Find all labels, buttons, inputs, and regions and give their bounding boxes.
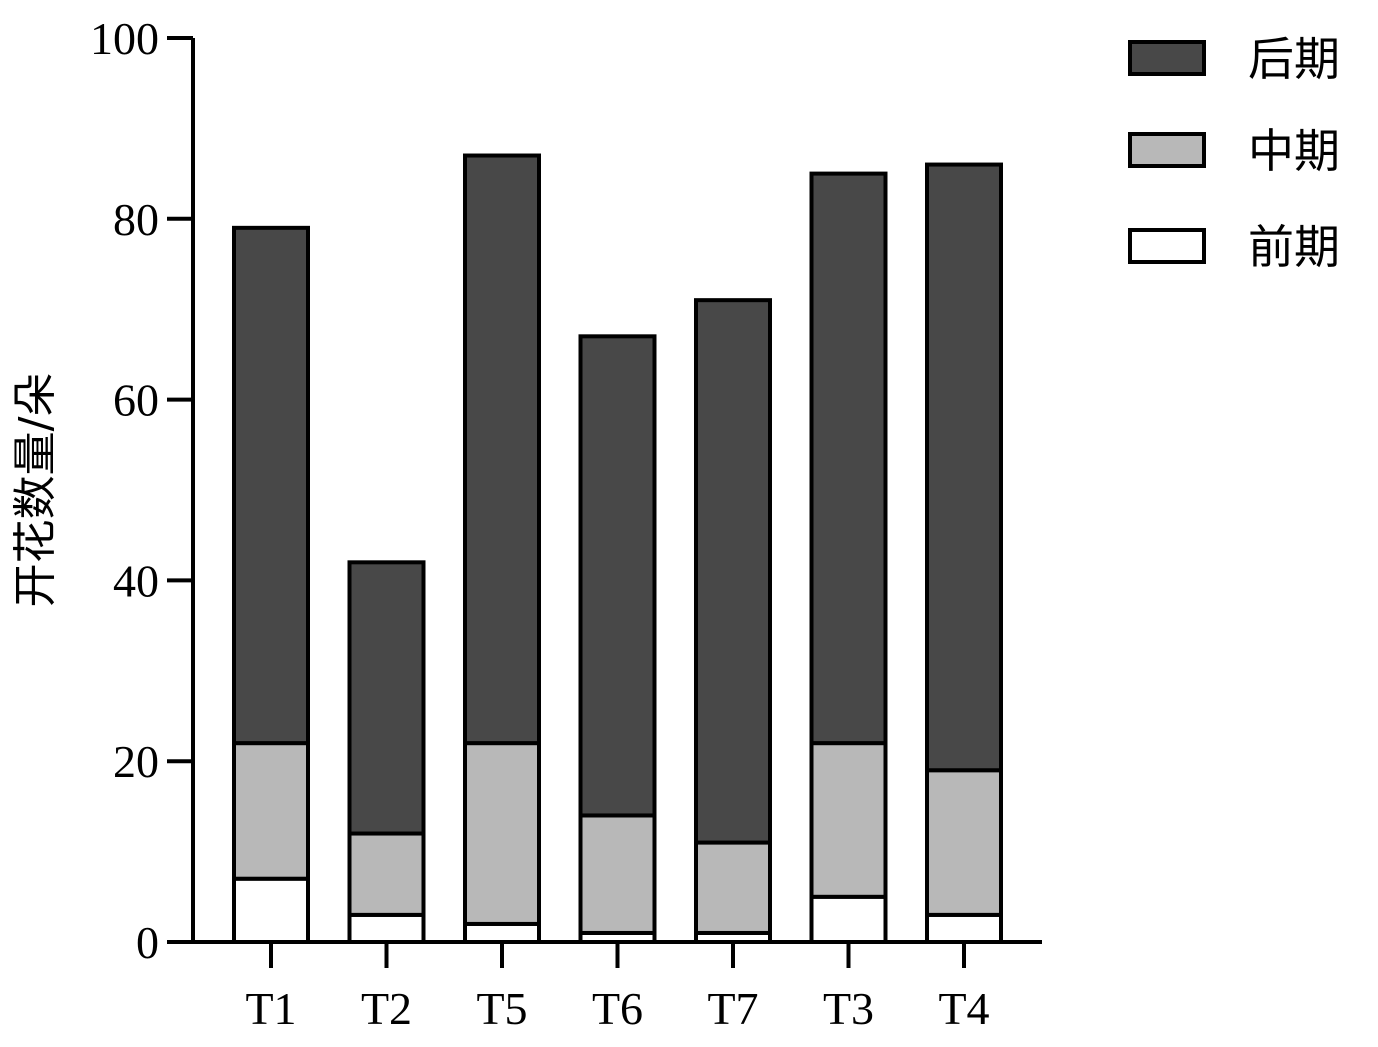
y-tick-label-40: 40 [113,555,159,606]
bar-T3-series-0 [809,894,888,944]
legend-label-1: 中期 [1248,124,1340,178]
x-tick-label-T2: T2 [361,983,412,1034]
bar-T4-series-0 [925,912,1003,945]
bar-T6-series-2 [578,334,657,818]
bar-T2-series-2 [347,560,426,836]
bar-T6-series-1 [578,813,657,935]
x-tick-label-T3: T3 [823,983,874,1034]
bars-group [232,153,1003,945]
x-tick-label-T5: T5 [476,983,527,1034]
bar-T1-series-0 [232,876,310,944]
legend-label-2: 前期 [1248,220,1340,274]
legend-swatch-1 [1128,132,1206,168]
bar-T3-series-1 [809,741,888,899]
bar-T5-series-0 [463,921,541,944]
bar-T4-series-1 [925,768,1003,917]
bar-T4-series-2 [925,162,1003,773]
y-tick-label-60: 60 [113,375,159,426]
bar-T7-series-1 [694,840,772,935]
y-tick-label-20: 20 [113,736,159,787]
bar-T2-series-1 [347,831,426,917]
bar-T5-series-2 [463,153,541,746]
x-tick-label-T6: T6 [592,983,643,1034]
x-tick-label-T1: T1 [245,983,296,1034]
y-tick-label-80: 80 [113,194,159,245]
y-tick-label-100: 100 [90,13,159,64]
bar-T3-series-2 [809,171,888,746]
x-tick-label-T7: T7 [707,983,758,1034]
bar-T2-series-0 [347,912,426,945]
legend-swatch-2 [1128,228,1206,264]
bar-T5-series-1 [463,741,541,926]
x-tick-label-T4: T4 [938,983,989,1034]
legend-swatch-0 [1128,40,1206,76]
y-tick-label-0: 0 [136,917,159,968]
bar-T1-series-2 [232,225,310,746]
bar-T7-series-2 [694,298,772,845]
legend-label-0: 后期 [1248,32,1340,86]
axes-group: 0 20 40 60 80 100 T1 T2 T5 T6 T7 T3 T4 [90,13,1042,1034]
y-axis-title: 开花数量/朵 [10,373,61,608]
bar-T1-series-1 [232,741,310,881]
